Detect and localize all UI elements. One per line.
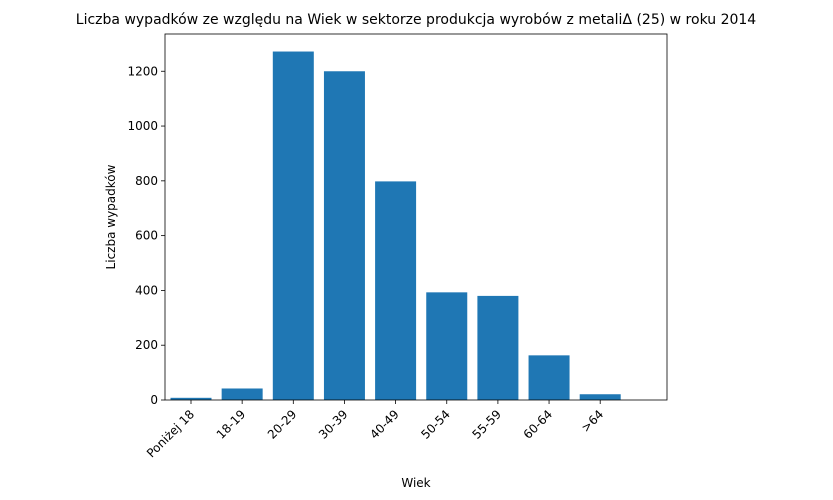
y-axis-ticks: 0 200 400 600 800 1000 1200 (127, 64, 165, 407)
bar-4 (375, 181, 417, 400)
y-axis-title: Liczba wypadków (104, 164, 118, 269)
y-tick-label-4: 800 (135, 174, 158, 188)
bar-6 (477, 295, 519, 400)
y-tick-label-2: 400 (135, 283, 158, 297)
bar-3 (323, 71, 365, 400)
x-tick-label-6: 55-59 (469, 407, 504, 442)
x-axis-ticks: Poniżej 18 18-19 20-29 30-39 40-49 50-54 55-59… (144, 400, 606, 460)
x-tick-label-5: 50-54 (418, 407, 453, 442)
x-tick-label-0: Poniżej 18 (144, 407, 197, 460)
y-tick-label-0: 0 (150, 393, 158, 407)
x-tick-label-1: 18-19 (214, 407, 249, 442)
y-tick-label-5: 1000 (127, 119, 158, 133)
plot-frame (164, 33, 668, 401)
bar-8 (579, 394, 621, 400)
x-tick-label-7: 60-64 (521, 407, 556, 442)
x-tick-label-3: 30-39 (316, 407, 351, 442)
bars-group (170, 51, 621, 400)
x-tick-label-4: 40-49 (367, 407, 402, 442)
x-tick-label-2: 20-29 (265, 407, 300, 442)
bar-5 (426, 292, 468, 400)
chart-title: Liczba wypadków ze względu na Wiek w sek… (76, 12, 756, 28)
bar-2 (272, 51, 314, 400)
bar-1 (221, 388, 263, 400)
y-tick-label-6: 1200 (127, 64, 158, 78)
x-axis-title: Wiek (401, 476, 430, 490)
bar-7 (528, 355, 570, 400)
x-tick-label-8: >64 (579, 407, 607, 435)
bar-0 (170, 397, 212, 400)
y-tick-label-3: 600 (135, 229, 158, 243)
y-tick-label-1: 200 (135, 338, 158, 352)
